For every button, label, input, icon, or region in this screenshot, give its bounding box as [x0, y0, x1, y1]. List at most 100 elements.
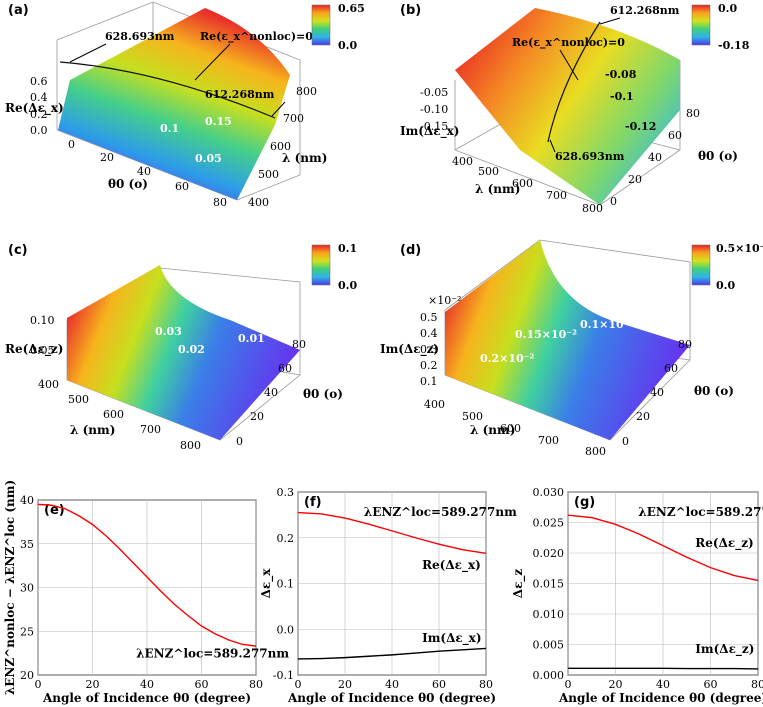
x-tick-label: 60 — [432, 678, 446, 691]
panel-d: (d) 0.15×10⁻² 0.1×10⁻² 0.2×10⁻² ×10⁻² 0.… — [380, 239, 763, 458]
y-axis-label: Δε_x — [259, 568, 274, 599]
panel-b-xtick: 400 — [452, 155, 473, 168]
panel-b-ann-3: 628.693nm — [555, 150, 625, 163]
panel-a-contour-1: 0.1 — [160, 122, 179, 135]
y-tick-label: 20 — [20, 669, 34, 682]
panel-a-ytick: 800 — [296, 85, 317, 98]
panel-a-cb-max: 0.65 — [338, 2, 365, 15]
panel-a-zero-curve — [59, 61, 276, 119]
panel-a-ztick: 0.6 — [30, 75, 48, 88]
panel-d-ytick: 80 — [678, 338, 692, 351]
panel-d-contour-3: 0.2×10⁻² — [480, 352, 534, 365]
panel-b-ann-2: Re(ε_x^nonloc)=0 — [512, 36, 625, 50]
panel-b-contour-1: -0.08 — [605, 68, 637, 81]
panel-d-colorbar — [691, 244, 711, 286]
panel-a-xtick: 0 — [68, 138, 75, 151]
panel-b-arrow-3 — [549, 139, 556, 153]
panel-c-ytick: 80 — [292, 338, 306, 351]
panel-a-surface — [58, 8, 290, 200]
panel-d-xtick: 400 — [424, 398, 445, 411]
x-tick-label: 20 — [86, 678, 100, 691]
panel-d-xtick: 600 — [500, 422, 521, 435]
panel-b-ztick: -0.15 — [420, 120, 448, 133]
panel-f: (f) 0 20 40 60 80 -0.1 0.0 0.1 0.2 0.3 Angle of Inc… — [259, 486, 517, 705]
y-tick-label: 0.030 — [533, 486, 565, 499]
panel-a-cb-min: 0.0 — [338, 39, 357, 52]
panel-d-xtick: 700 — [538, 434, 559, 447]
panel-d-surface — [445, 240, 690, 440]
panel-b-xtick: 800 — [582, 202, 603, 215]
panel-a-xtick: 60 — [175, 180, 189, 193]
panel-d-ylabel: θ0 (o) — [694, 384, 734, 398]
panel-b-arrow-1 — [599, 17, 621, 25]
series-line — [37, 503, 257, 647]
panel-c-label: (c) — [8, 243, 28, 258]
panel-id: (f) — [304, 495, 322, 510]
panel-b-surface — [455, 8, 680, 205]
panel-a-ytick: 500 — [258, 168, 279, 181]
series-line — [297, 511, 487, 554]
panel-id: (g) — [574, 495, 595, 510]
panel-a: (a) 0.1 0.15 0.05 628.693nm Re(ε_x^nonlo… — [5, 1, 365, 209]
panel-c-ztick: 0.05 — [30, 344, 55, 357]
panel-d-ztick: 0.1 — [420, 375, 438, 388]
panel-c-ytick: 20 — [250, 410, 264, 423]
y-tick-label: 0.1 — [277, 578, 295, 591]
y-tick-label: 0.005 — [533, 639, 565, 652]
series-line — [567, 514, 759, 582]
panel-d-zlabel: Im(Δε_z) — [380, 342, 439, 357]
panel-a-ytick: 600 — [270, 140, 291, 153]
panel-b-contour-3: -0.12 — [625, 120, 656, 133]
panel-b-ytick: 80 — [686, 107, 700, 120]
panel-a-arrow-3 — [271, 101, 286, 117]
y-tick-label: 0.020 — [533, 547, 565, 560]
chart-annotation: λENZ^loc=589.277nm — [364, 505, 517, 519]
chart-annotation: λENZ^loc=589.277nm — [638, 505, 763, 519]
panel-a-arrow-2 — [194, 43, 231, 81]
panel-a-ztick: 0.2 — [30, 108, 48, 121]
panel-d-ytick: 0 — [622, 435, 629, 448]
panel-d-contour-1: 0.15×10⁻² — [515, 328, 577, 341]
panel-a-arrow-1 — [69, 43, 107, 63]
y-tick-label: 0.0 — [277, 623, 295, 636]
panel-b-ztick: -0.05 — [420, 86, 448, 99]
panel-b-xtick: 700 — [546, 189, 567, 202]
series-line — [568, 667, 759, 670]
panel-d-xlabel: λ (nm) — [470, 423, 515, 437]
panel-c-zlabel: Re(Δε_z) — [5, 342, 63, 357]
panel-b-ytick: 40 — [648, 151, 662, 164]
y-tick-label: 0.025 — [533, 517, 565, 530]
panel-d-ztick: 0.3 — [420, 343, 438, 356]
panel-a-label: (a) — [8, 3, 29, 18]
panel-c-xtick: 400 — [38, 378, 59, 391]
panel-d-ytick: 60 — [664, 362, 678, 375]
panel-d-ztick: 0.4 — [420, 327, 438, 340]
panel-a-ztick: 0.4 — [30, 91, 48, 104]
panel-c-xtick: 700 — [140, 423, 161, 436]
panel-c-surface — [67, 265, 300, 440]
panel-a-ztick: 0.0 — [30, 124, 48, 137]
panel-c-xtick: 500 — [68, 393, 89, 406]
panel-c-contour-2: 0.02 — [178, 343, 205, 356]
panel-d-contour-2: 0.1×10⁻² — [580, 318, 634, 331]
y-tick-label: 40 — [20, 494, 34, 507]
panel-d-label: (d) — [400, 243, 421, 258]
panel-b-ylabel: θ0 (o) — [698, 149, 738, 163]
panel-b-zero-curve — [547, 21, 601, 143]
panel-d-cb-min: 0.0 — [716, 279, 735, 292]
panel-b-ytick: 0 — [610, 195, 617, 208]
panel-c-xlabel: λ (nm) — [70, 423, 115, 437]
y-axis-label: λENZ^nonloc − λENZ^loc (nm) — [3, 480, 17, 695]
panel-a-xtick: 40 — [137, 165, 151, 178]
panel-c-contour-1: 0.03 — [155, 325, 182, 338]
panel-b-xtick: 600 — [512, 177, 533, 190]
panel-b-zlabel: Im(Δε_x) — [400, 124, 459, 139]
panel-b-contour-2: -0.1 — [610, 90, 634, 103]
y-tick-label: 0.000 — [533, 669, 565, 682]
panel-d-zscale: ×10⁻² — [428, 294, 461, 307]
y-axis-label: Δε_z — [511, 569, 526, 599]
panel-a-xtick: 20 — [100, 151, 114, 164]
x-tick-label: 60 — [704, 678, 718, 691]
panel-d-cb-max: 0.5×10⁻² — [716, 242, 763, 255]
